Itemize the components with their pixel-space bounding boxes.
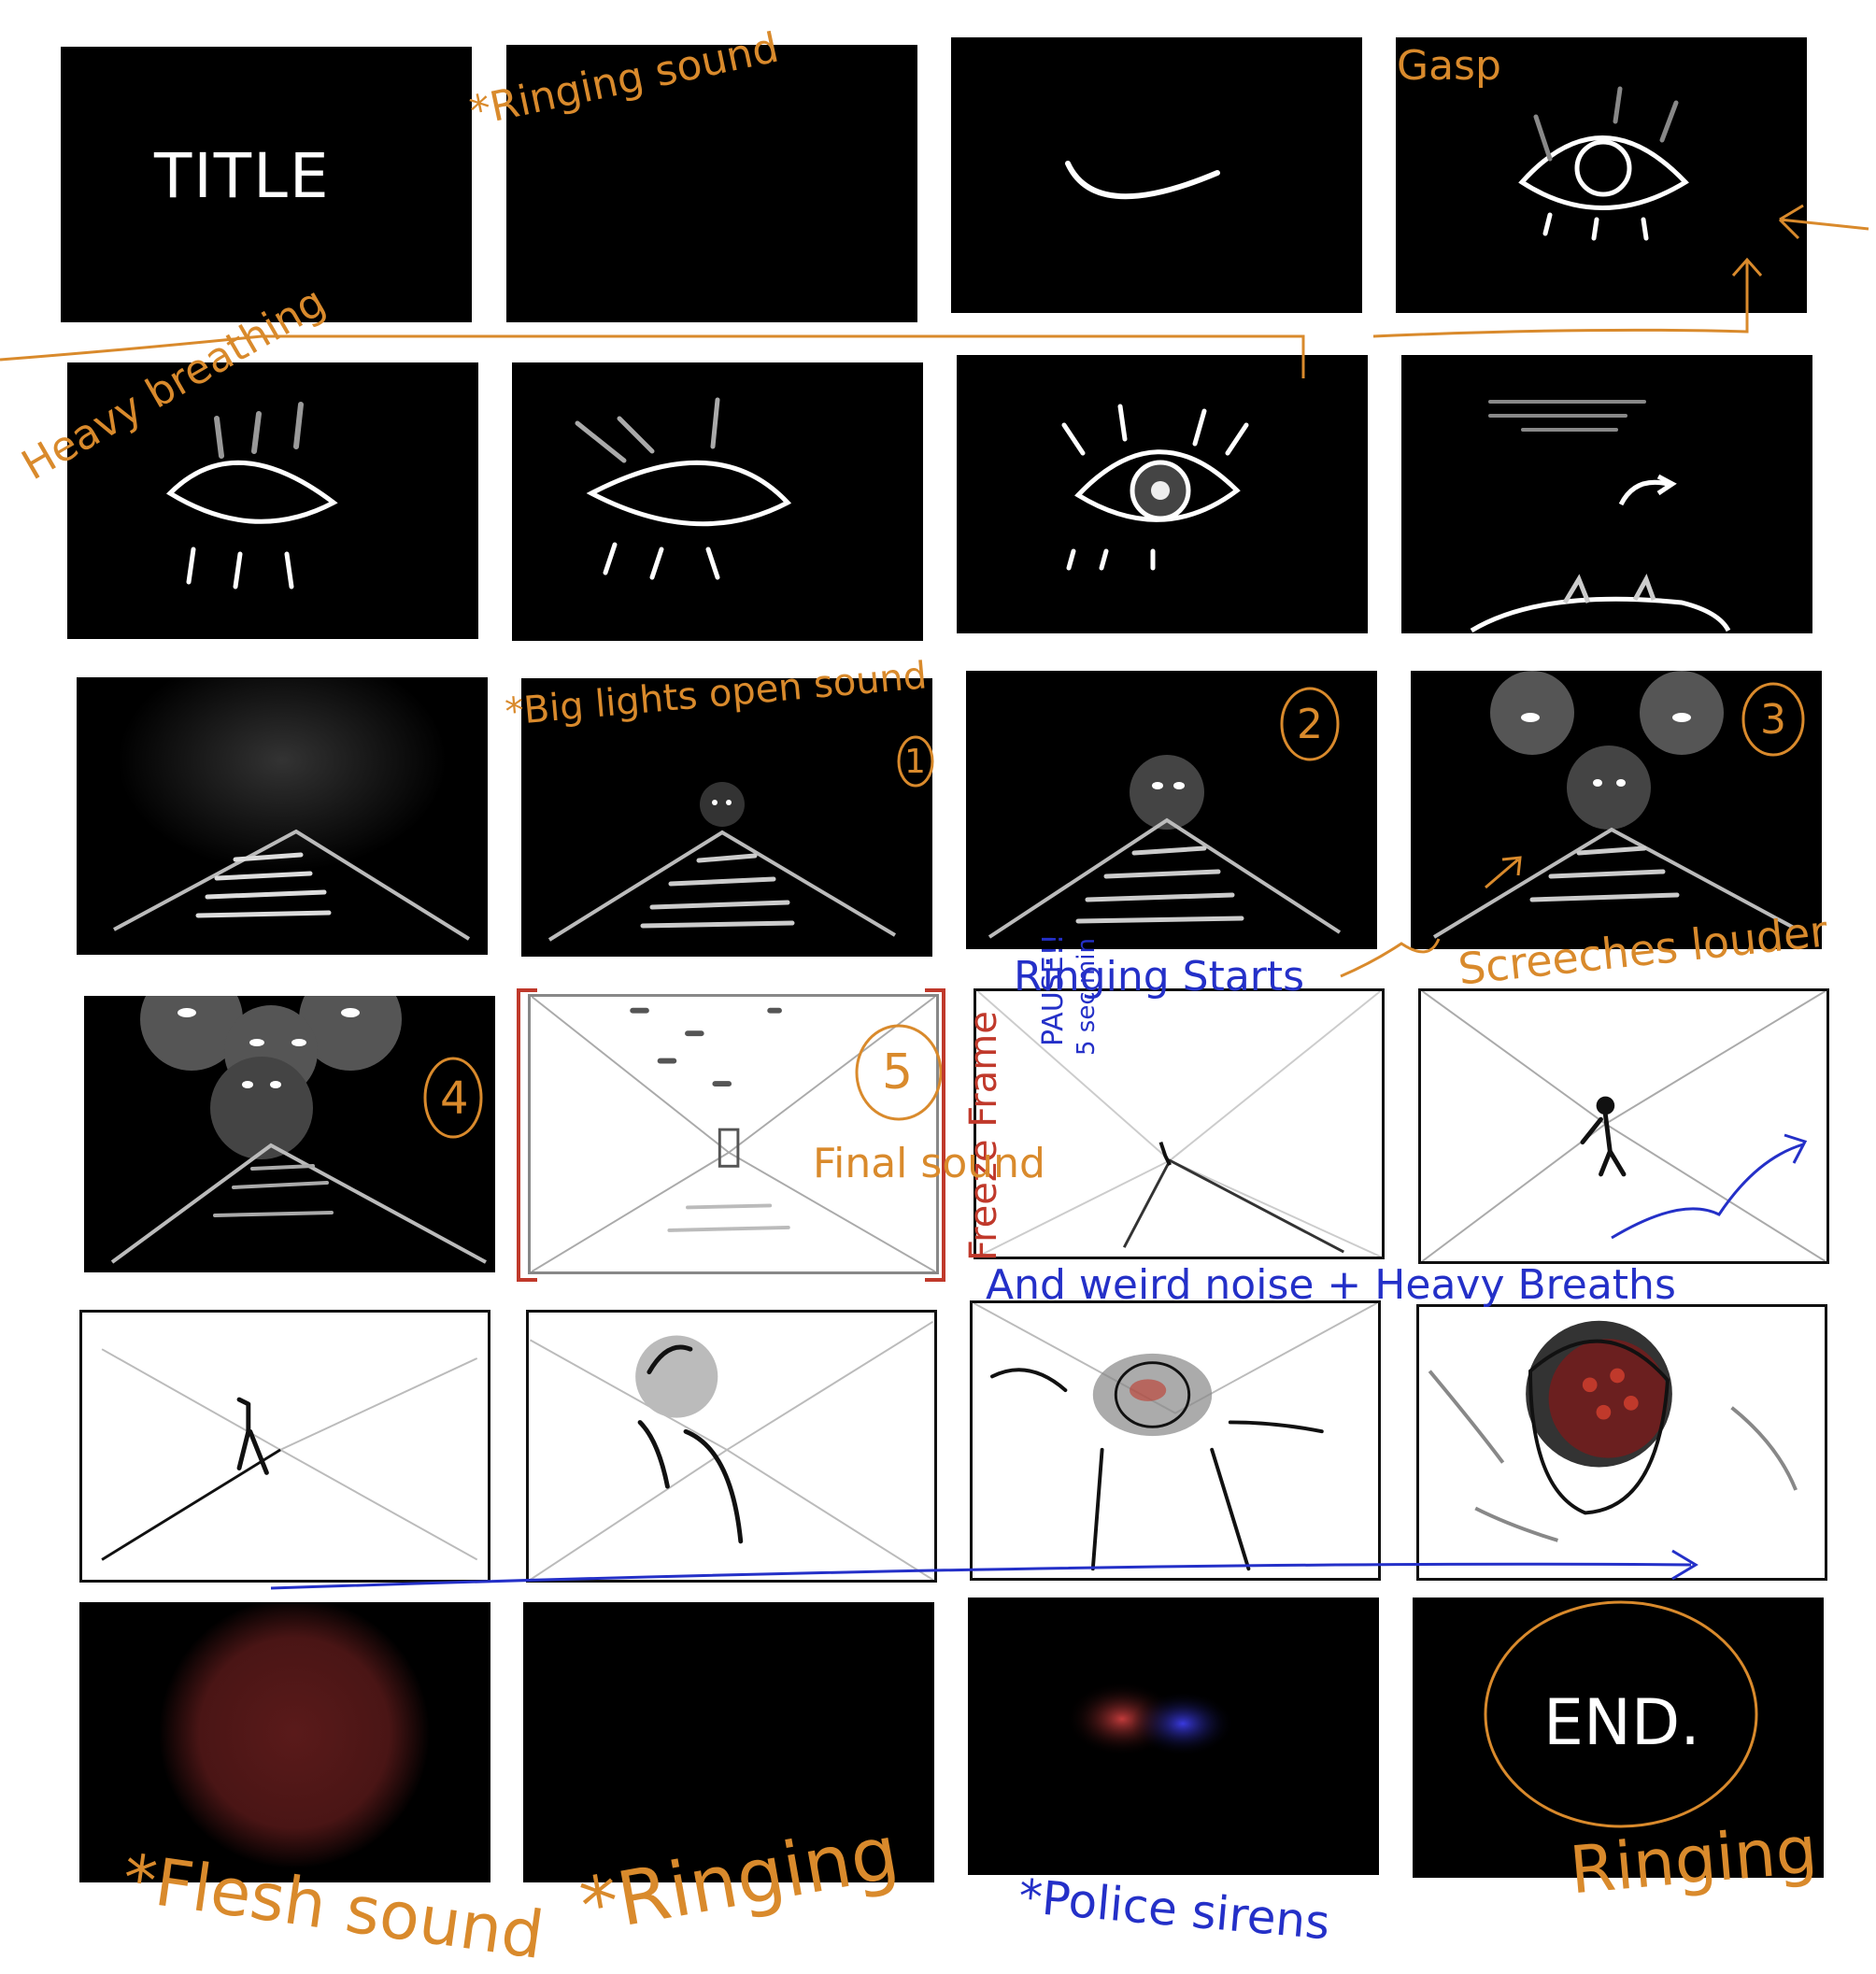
- frame-10-road-eyes-1: [521, 678, 932, 957]
- frame-17-figure-approach: [79, 1310, 490, 1583]
- note-5-sec-min: 5 sec min: [1073, 938, 1101, 1056]
- creature-icon: [973, 1303, 1378, 1571]
- frame-05-eye-squint: [67, 362, 478, 639]
- frame-06-eye-squint: [512, 362, 923, 641]
- note-police-sirens: *Police sirens: [1016, 1868, 1332, 1951]
- eye-icon: [165, 402, 338, 589]
- hallway-figure-icon: [101, 1348, 478, 1561]
- note-number-2: 2: [1297, 701, 1323, 748]
- frame-19-creature-close: [970, 1300, 1381, 1581]
- frame-18-figure-near: [526, 1310, 937, 1583]
- frame-12-road-eyes-3: [1411, 671, 1822, 949]
- note-number-5: 5: [882, 1044, 914, 1101]
- note-freeze-frame: Freeze Frame: [962, 1011, 1005, 1261]
- eye-icon: [1061, 404, 1249, 571]
- creature-icon: [1428, 1320, 1798, 1542]
- eye-line-icon: [1065, 161, 1220, 200]
- frame-14-freeze-frame: [528, 994, 939, 1274]
- hallway-figure-icon: [529, 1320, 934, 1580]
- frame-01-title: TITLE: [61, 47, 472, 322]
- flesh-glow-icon: [159, 1602, 430, 1868]
- hallway-sketch-icon: [531, 997, 936, 1271]
- creature-eyes-icon: [1432, 671, 1795, 939]
- hallway-figure-icon: [1421, 991, 1826, 1261]
- title-text: TITLE: [154, 140, 331, 212]
- note-number-3: 3: [1760, 696, 1786, 744]
- note-final-sound: Final sound: [813, 1140, 1045, 1187]
- creature-eyes-icon: [110, 996, 487, 1264]
- frame-20-creature-face: [1416, 1304, 1827, 1581]
- frame-02-black: [506, 45, 917, 322]
- note-number-1: 1: [904, 743, 926, 781]
- note-gasp: Gasp: [1397, 42, 1501, 90]
- eye-icon: [575, 397, 792, 580]
- note-pause: PAUSE!!: [1037, 933, 1070, 1046]
- frame-23-police-light: [968, 1598, 1379, 1875]
- creature-eyes-icon: [988, 755, 1342, 939]
- creature-eyes-icon: [547, 782, 897, 942]
- road-icon: [77, 677, 488, 955]
- frame-21-red-glow: [79, 1602, 490, 1882]
- note-weird-noise: And weird noise + Heavy Breaths: [986, 1261, 1676, 1309]
- frame-09-road: [77, 677, 488, 955]
- frame-22-black: [523, 1602, 934, 1882]
- hallway-figure-icon: [976, 991, 1382, 1257]
- frame-03-closed-eye: [951, 37, 1362, 313]
- frame-07-eye-open: [957, 355, 1368, 633]
- cat-icon: [1470, 400, 1731, 633]
- frame-16-figure-closer: [1418, 988, 1829, 1264]
- frame-08-ceiling-cat: [1401, 355, 1812, 633]
- eye-icon: [1518, 86, 1689, 241]
- frame-15-figure-far: [974, 988, 1385, 1259]
- note-ringing-starts: Ringing Starts: [1014, 953, 1305, 1001]
- frame-13-road-eyes-4: [84, 996, 495, 1272]
- police-light-icon: [1066, 1682, 1234, 1756]
- end-text: END.: [1543, 1686, 1700, 1760]
- note-number-4: 4: [440, 1072, 469, 1125]
